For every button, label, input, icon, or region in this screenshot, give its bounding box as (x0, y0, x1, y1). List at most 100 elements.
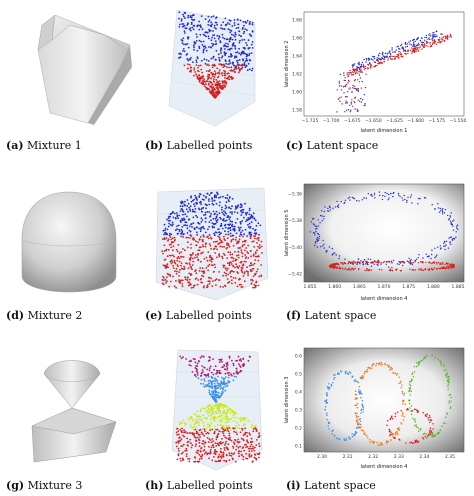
point-scatter (352, 74, 354, 76)
point-loop (331, 382, 334, 384)
point-loop (422, 358, 425, 361)
point-blue (190, 200, 193, 203)
point-red (249, 268, 252, 271)
point-blue (384, 195, 386, 198)
point-red (225, 83, 228, 85)
point-red (226, 257, 229, 259)
point-loop (366, 436, 369, 439)
point-loop (405, 442, 407, 444)
point-blue (239, 19, 242, 22)
point-red (358, 70, 360, 73)
point-red (415, 47, 417, 49)
point-blue (199, 33, 202, 36)
point-red (408, 262, 410, 264)
point-blue (232, 64, 235, 67)
point-blue (441, 208, 443, 210)
point-red (238, 265, 241, 267)
point-loop (410, 379, 413, 382)
point-lime (195, 426, 198, 429)
point-red (232, 244, 235, 247)
point-lime (215, 411, 218, 413)
point-red (232, 447, 235, 449)
point-scatter (339, 73, 341, 76)
point-red (373, 65, 375, 68)
point-blue (233, 57, 236, 59)
point-blue (246, 19, 249, 22)
point-lime (243, 423, 245, 426)
point-blue (208, 200, 210, 202)
point-cone (228, 374, 230, 377)
point-loop (414, 418, 416, 420)
point-red (437, 261, 440, 264)
point-red (223, 72, 226, 75)
point-blue (235, 51, 237, 54)
point-blue (425, 36, 428, 39)
point-blue (235, 232, 238, 235)
mixture-2-shape (21, 191, 117, 293)
point-cone (195, 375, 197, 378)
point-cone (225, 385, 227, 388)
point-blue (367, 193, 369, 195)
point-blue (201, 43, 204, 46)
point-red (235, 431, 237, 434)
point-blue (252, 227, 254, 230)
point-red (352, 71, 354, 73)
point-blue (394, 51, 396, 53)
point-lime (212, 407, 215, 410)
point-blue (455, 236, 457, 238)
point-red (201, 83, 204, 86)
point-loop (366, 368, 368, 371)
point-red (236, 266, 239, 268)
point-blue (183, 43, 185, 46)
point-scatter (360, 101, 363, 103)
point-red (351, 267, 353, 270)
point-blue (186, 43, 189, 45)
point-loop (361, 400, 364, 402)
point-red (228, 75, 231, 77)
point-scatter (352, 87, 354, 89)
point-blue (196, 202, 199, 205)
point-cone (199, 356, 202, 359)
point-blue (246, 235, 248, 237)
point-loop (428, 431, 431, 433)
point-loop (389, 417, 392, 420)
point-loop (388, 365, 391, 367)
point-cone (240, 360, 243, 362)
point-lime (211, 409, 214, 412)
point-blue (379, 194, 381, 197)
point-red (230, 452, 233, 455)
point-red (427, 41, 429, 44)
point-blue (177, 232, 179, 235)
point-red (213, 65, 216, 67)
point-blue (212, 56, 215, 59)
point-blue (207, 15, 210, 18)
point-blue (210, 57, 213, 60)
point-red (447, 267, 449, 270)
point-red (195, 244, 197, 247)
point-blue (186, 227, 189, 230)
point-red (253, 449, 256, 452)
point-blue (210, 25, 213, 28)
point-red (226, 77, 228, 80)
point-cone (222, 386, 225, 388)
point-red (254, 255, 257, 258)
point-red (226, 278, 229, 280)
point-scatter (354, 85, 356, 88)
point-blue (231, 25, 234, 27)
point-red (197, 434, 200, 436)
point-red (215, 78, 218, 81)
point-red (171, 254, 174, 257)
point-red (207, 265, 209, 268)
point-blue (403, 194, 405, 197)
point-blue (222, 218, 225, 220)
point-loop (380, 361, 382, 364)
point-blue (183, 30, 186, 32)
point-blue (243, 24, 245, 27)
point-red (234, 259, 237, 262)
point-red (198, 439, 201, 442)
point-red (221, 257, 224, 260)
point-loop (448, 400, 450, 402)
point-scatter (344, 85, 346, 88)
point-loop (429, 421, 431, 423)
point-loop (355, 415, 358, 417)
